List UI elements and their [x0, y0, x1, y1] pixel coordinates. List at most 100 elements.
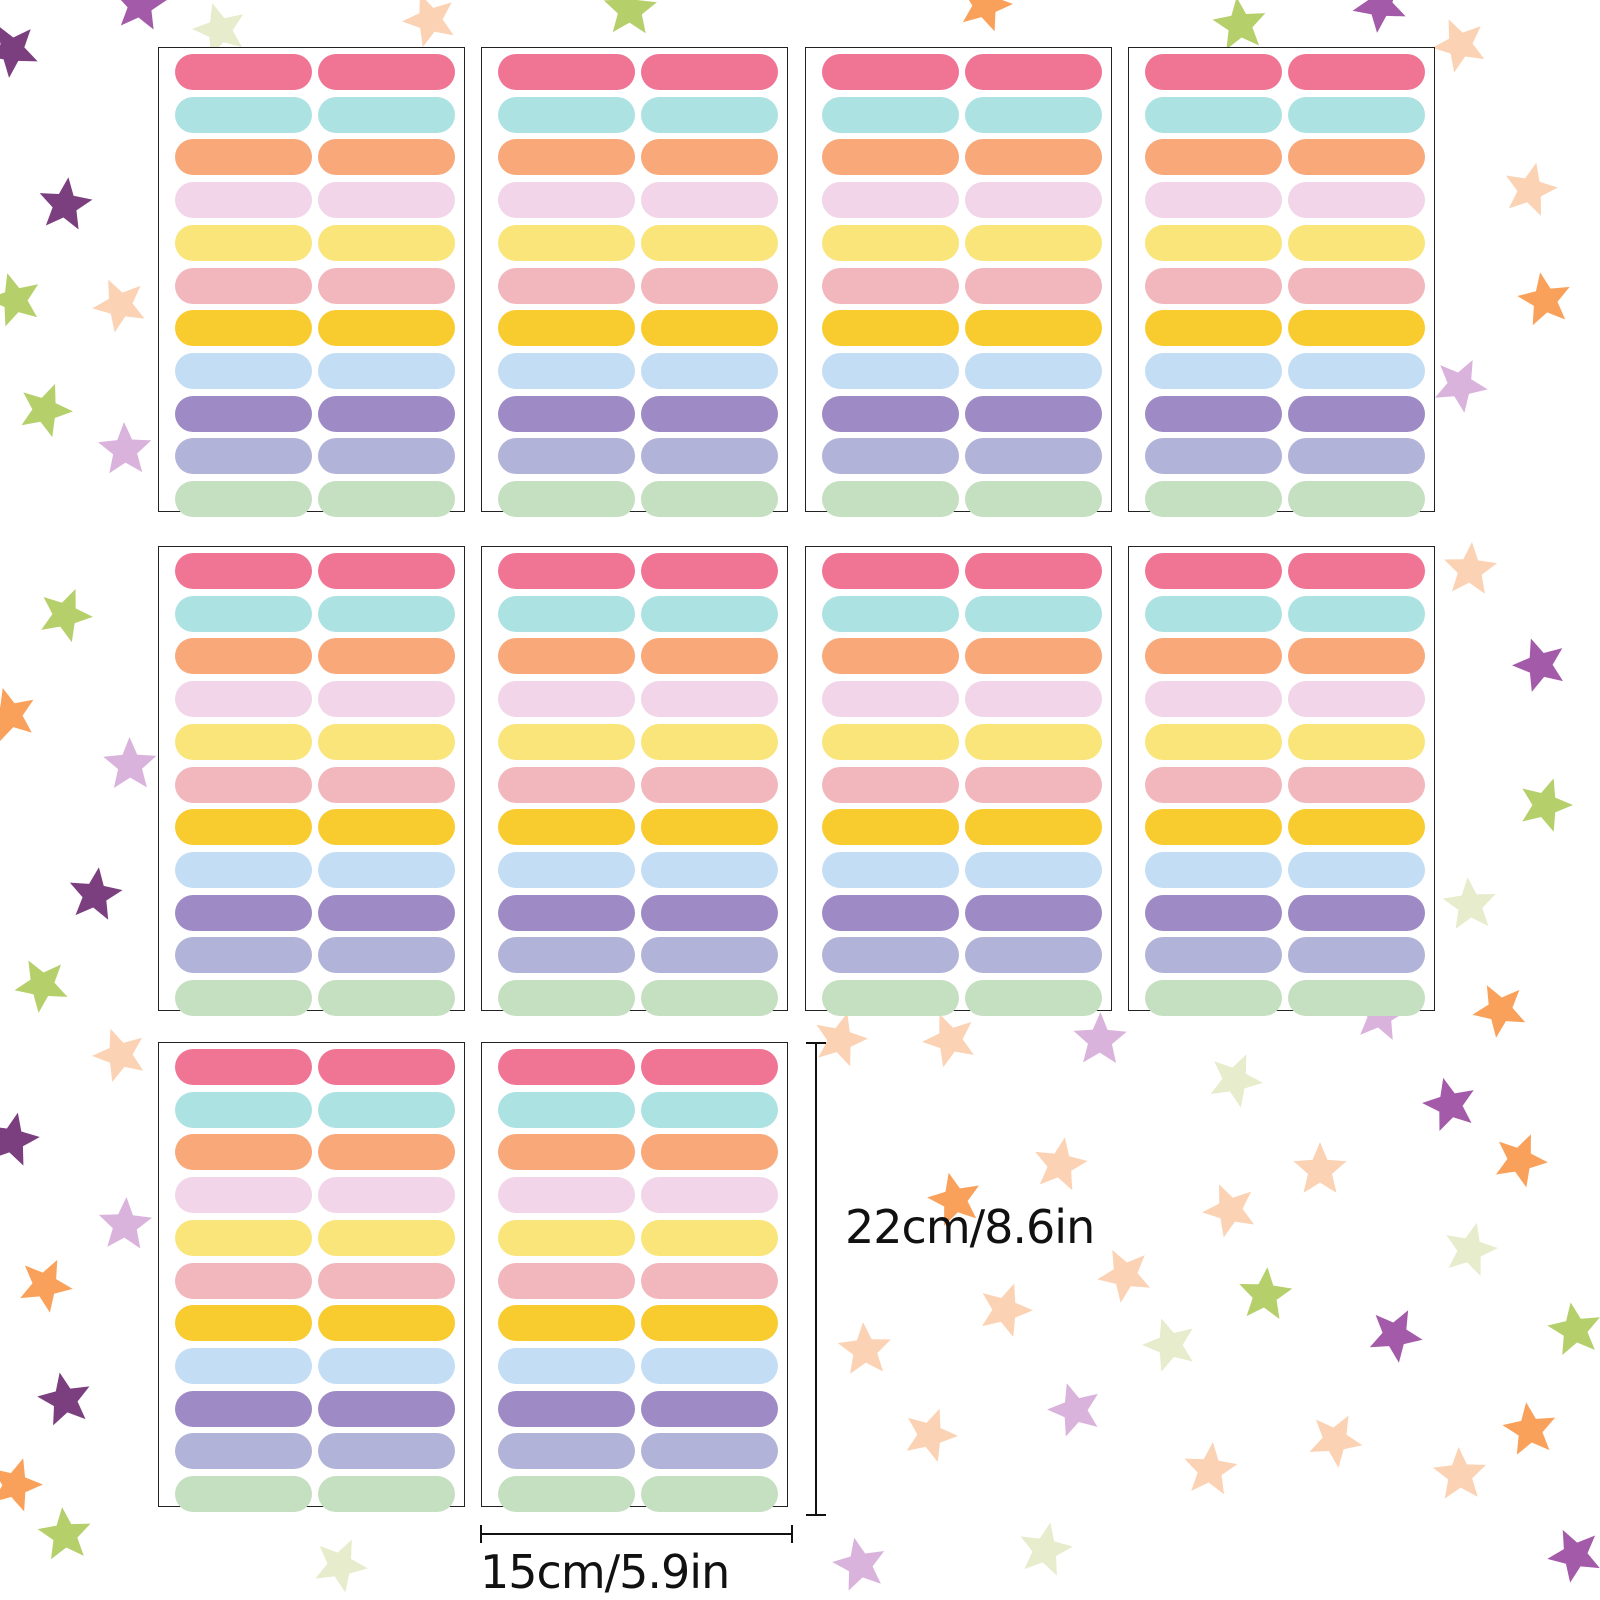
label-sticker — [641, 766, 778, 803]
label-sticker — [1145, 851, 1282, 888]
star-icon — [961, 0, 1013, 32]
star-icon — [1444, 542, 1498, 594]
label-sticker — [498, 1219, 635, 1256]
label-sticker — [641, 595, 778, 632]
label-sticker — [641, 481, 778, 517]
star-icon — [92, 279, 145, 333]
label-sticker — [1145, 54, 1282, 90]
label-sticker — [1145, 894, 1282, 931]
label-sticker — [1145, 96, 1282, 133]
label-sticker — [1288, 182, 1425, 219]
label-sticker — [822, 809, 959, 846]
star-icon — [906, 1408, 958, 1462]
label-sticker — [175, 1390, 312, 1427]
star-icon — [1422, 1077, 1474, 1132]
label-sticker — [641, 395, 778, 432]
label-sticker — [498, 1177, 635, 1214]
star-icon — [1035, 1137, 1088, 1191]
star-icon — [816, 1012, 868, 1067]
label-sticker — [822, 182, 959, 219]
label-sticker — [498, 809, 635, 846]
label-sticker — [498, 395, 635, 432]
sticker-sheet — [481, 546, 788, 1016]
label-sticker — [175, 1219, 312, 1256]
star-icon — [1352, 0, 1406, 33]
label-sticker — [1145, 980, 1282, 1016]
label-sticker — [965, 224, 1102, 261]
label-sticker — [641, 1219, 778, 1256]
label-sticker — [1145, 638, 1282, 675]
star-icon — [1142, 1318, 1193, 1372]
label-sticker — [175, 481, 312, 517]
star-icon — [14, 960, 68, 1013]
star-icon — [927, 1172, 979, 1226]
label-sticker — [498, 1134, 635, 1171]
label-sticker — [822, 553, 959, 589]
label-sticker — [965, 54, 1102, 90]
label-sticker — [822, 481, 959, 517]
label-sticker — [641, 894, 778, 931]
label-sticker — [498, 595, 635, 632]
label-sticker — [175, 937, 312, 974]
star-icon — [1020, 1522, 1073, 1576]
label-sticker — [965, 182, 1102, 219]
label-sticker — [318, 766, 455, 803]
label-sticker — [318, 681, 455, 718]
label-sticker — [641, 1433, 778, 1470]
label-sticker — [822, 438, 959, 475]
label-sticker — [1288, 395, 1425, 432]
label-sticker — [822, 638, 959, 675]
star-icon — [1047, 1383, 1098, 1437]
label-sticker — [175, 139, 312, 176]
label-sticker — [822, 980, 959, 1016]
label-sticker — [318, 937, 455, 974]
star-icon — [832, 1537, 885, 1591]
label-sticker — [498, 894, 635, 931]
label-sticker — [175, 310, 312, 347]
label-sticker — [175, 1049, 312, 1085]
label-sticker — [641, 352, 778, 389]
star-icon — [1293, 1142, 1347, 1193]
width-label: 15cm/5.9in — [480, 1545, 730, 1599]
star-icon — [1522, 778, 1573, 832]
label-sticker — [1288, 139, 1425, 176]
label-sticker — [175, 1347, 312, 1384]
label-sticker — [318, 182, 455, 219]
label-sticker — [1288, 54, 1425, 90]
label-sticker — [1288, 595, 1425, 632]
label-sticker — [318, 1347, 455, 1384]
star-icon — [315, 1539, 368, 1593]
star-icon — [0, 1458, 43, 1512]
label-sticker — [1145, 310, 1282, 347]
label-sticker — [965, 352, 1102, 389]
label-sticker — [318, 638, 455, 675]
label-sticker — [822, 766, 959, 803]
label-sticker — [965, 595, 1102, 632]
star-icon — [1202, 1184, 1255, 1238]
label-sticker — [318, 438, 455, 475]
star-icon — [1239, 1267, 1293, 1320]
label-sticker — [1288, 481, 1425, 517]
label-sticker — [1288, 937, 1425, 974]
star-icon — [0, 687, 34, 742]
label-sticker — [965, 481, 1102, 517]
label-sticker — [822, 395, 959, 432]
sticker-sheet — [1128, 546, 1435, 1016]
sticker-sheet — [158, 47, 465, 517]
label-sticker — [822, 139, 959, 176]
label-sticker — [965, 139, 1102, 176]
star-icon — [1369, 1310, 1423, 1363]
label-sticker — [318, 1476, 455, 1512]
label-sticker — [1288, 766, 1425, 803]
label-sticker — [822, 54, 959, 90]
label-sticker — [175, 595, 312, 632]
label-sticker — [822, 96, 959, 133]
label-sticker — [641, 139, 778, 176]
label-sticker — [175, 894, 312, 931]
label-sticker — [641, 638, 778, 675]
star-icon — [1495, 1134, 1548, 1188]
label-sticker — [175, 96, 312, 133]
label-sticker — [318, 1049, 455, 1085]
label-sticker — [965, 96, 1102, 133]
label-sticker — [175, 267, 312, 304]
